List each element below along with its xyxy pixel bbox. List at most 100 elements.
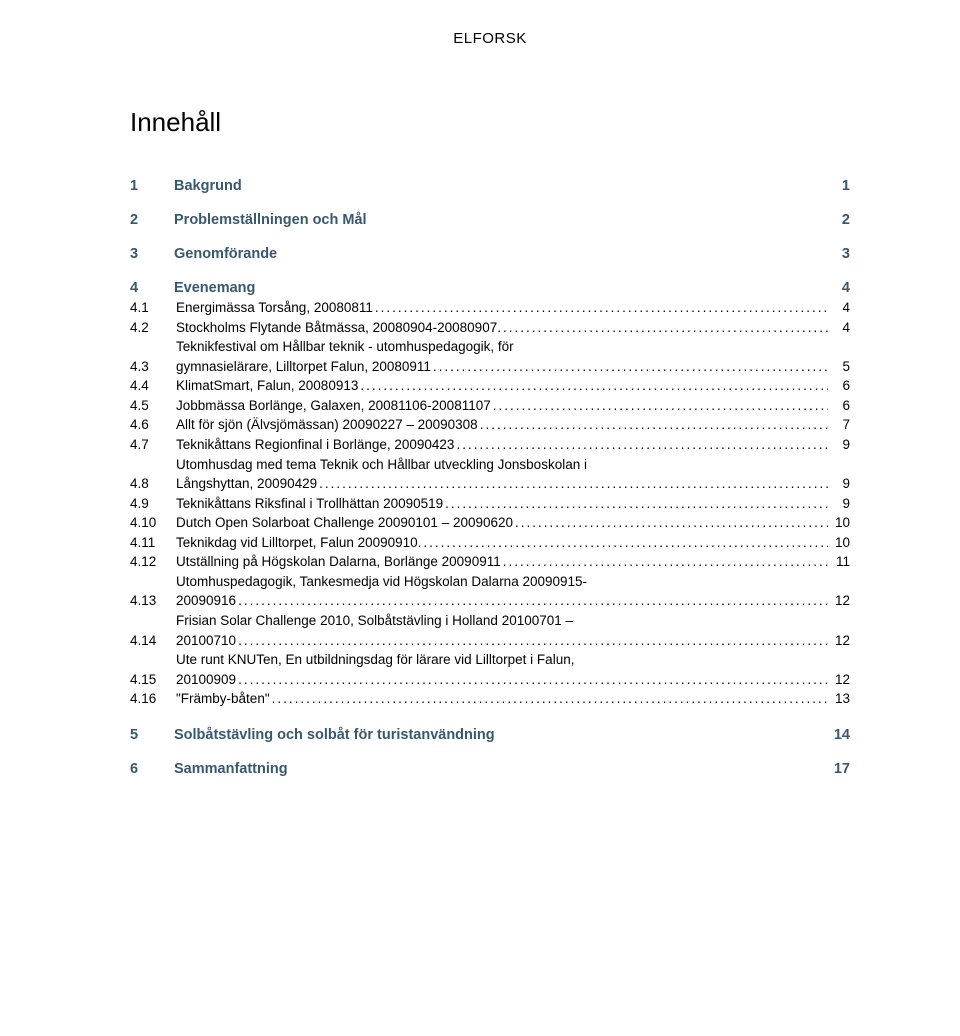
toc-subsection-title-wrap: Teknikfestival om Hållbar teknik - utomh…	[176, 337, 850, 376]
doc-title: Innehåll	[130, 107, 850, 138]
toc-section: 5 Solbåtstävling och solbåt för turistanv…	[130, 727, 850, 743]
toc-subsection-page: 7	[828, 415, 850, 435]
toc-subsection-number: 4.11	[130, 533, 176, 553]
toc-leader-dots: ........................................…	[491, 396, 828, 416]
toc-subsection-page: 6	[828, 396, 850, 416]
toc-subsection-title-line1: Utomhusdag med tema Teknik och Hållbar u…	[176, 455, 850, 475]
toc-subsection-title-wrap: Allt för sjön (Älvsjömässan) 20090227 – …	[176, 415, 850, 435]
toc-subsection-title-wrap: Stockholms Flytande Båtmässa, 20080904-2…	[176, 318, 850, 338]
toc-subsection-number: 4.5	[130, 396, 176, 416]
toc-subsection-page: 12	[828, 591, 850, 611]
toc-section-number: 2	[130, 212, 164, 228]
toc-subsection-number: 4.15	[130, 670, 176, 690]
toc-section-title: Evenemang	[174, 280, 826, 296]
toc-section-number: 4	[130, 280, 164, 296]
toc-subsection-title: Långshyttan, 20090429	[176, 474, 317, 494]
toc-subsection-title-lastline: Utställning på Högskolan Dalarna, Borlän…	[176, 552, 850, 572]
toc-subsection-page: 5	[828, 357, 850, 377]
toc-subsection-number: 4.13	[130, 591, 176, 611]
toc-subsection-number: 4.6	[130, 415, 176, 435]
toc-subsection: 4.8Utomhusdag med tema Teknik och Hållba…	[130, 455, 850, 494]
toc-subsection-title: "Främby-båten"	[176, 689, 270, 709]
toc-subsection-number: 4.2	[130, 318, 176, 338]
toc-subsection-title-lastline: 20090916................................…	[176, 591, 850, 611]
toc-subsection: 4.4KlimatSmart, Falun, 20080913.........…	[130, 376, 850, 396]
toc-section-title: Solbåtstävling och solbåt för turistanvä…	[174, 727, 826, 743]
toc-leader-dots: ........................................…	[443, 494, 828, 514]
doc-header: ELFORSK	[130, 30, 850, 47]
toc-subsection-title-wrap: Teknikåttans Riksfinal i Trollhättan 200…	[176, 494, 850, 514]
toc-subsection: 4.1Energimässa Torsång, 20080811........…	[130, 298, 850, 318]
toc-subsection-title-line1: Teknikfestival om Hållbar teknik - utomh…	[176, 337, 850, 357]
toc-subsection: 4.16"Främby-båten"......................…	[130, 689, 850, 709]
toc-section-page: 14	[826, 727, 850, 743]
toc-subsection-title-lastline: Stockholms Flytande Båtmässa, 20080904-2…	[176, 318, 850, 338]
toc-section: 2Problemställningen och Mål2	[130, 212, 850, 228]
toc-subsection-title-wrap: Teknikdag vid Lilltorpet, Falun 20090910…	[176, 533, 850, 553]
toc-subsection-title-wrap: Energimässa Torsång, 20080811...........…	[176, 298, 850, 318]
toc-subsection-title-wrap: Utomhusdag med tema Teknik och Hållbar u…	[176, 455, 850, 494]
toc-subsection-number: 4.9	[130, 494, 176, 514]
toc-subsection-title-lastline: Teknikåttans Regionfinal i Borlänge, 200…	[176, 435, 850, 455]
toc-subsection-page: 10	[828, 533, 850, 553]
toc-subsection-number: 4.14	[130, 631, 176, 651]
toc-subsection-title: Jobbmässa Borlänge, Galaxen, 20081106-20…	[176, 396, 491, 416]
toc-subsection-title-wrap: Jobbmässa Borlänge, Galaxen, 20081106-20…	[176, 396, 850, 416]
toc-subsection-title: Utställning på Högskolan Dalarna, Borlän…	[176, 552, 501, 572]
toc-subsection-title-line1: Frisian Solar Challenge 2010, Solbåtstäv…	[176, 611, 850, 631]
toc-subsection-number: 4.8	[130, 474, 176, 494]
toc-subsection-number: 4.3	[130, 357, 176, 377]
toc-subsection-page: 9	[828, 435, 850, 455]
toc-subsection: 4.13Utomhuspedagogik, Tankesmedja vid Hö…	[130, 572, 850, 611]
toc-subsection-title-wrap: Frisian Solar Challenge 2010, Solbåtstäv…	[176, 611, 850, 650]
toc-subsection-number: 4.12	[130, 552, 176, 572]
toc-subsection-number: 4.16	[130, 689, 176, 709]
toc-subsection-title-lastline: Jobbmässa Borlänge, Galaxen, 20081106-20…	[176, 396, 850, 416]
toc-subsection-page: 13	[828, 689, 850, 709]
toc-section: 4Evenemang4	[130, 280, 850, 296]
table-of-contents: 1Bakgrund12Problemställningen och Mål23G…	[130, 178, 850, 777]
toc-subsection: 4.5Jobbmässa Borlänge, Galaxen, 20081106…	[130, 396, 850, 416]
toc-section: 6Sammanfattning17	[130, 761, 850, 777]
toc-subsection-title-lastline: 20100710................................…	[176, 631, 850, 651]
toc-subsection: 4.12Utställning på Högskolan Dalarna, Bo…	[130, 552, 850, 572]
toc-subsection-number: 4.4	[130, 376, 176, 396]
toc-leader-dots: ........................................…	[270, 689, 828, 709]
toc-subsection: 4.9Teknikåttans Riksfinal i Trollhättan …	[130, 494, 850, 514]
toc-leader-dots: ........................................…	[236, 591, 828, 611]
toc-subsection-title: KlimatSmart, Falun, 20080913	[176, 376, 358, 396]
toc-subsection-title-lastline: Energimässa Torsång, 20080811...........…	[176, 298, 850, 318]
toc-subsection-title-lastline: Teknikdag vid Lilltorpet, Falun 20090910…	[176, 533, 850, 553]
toc-subsection-page: 12	[828, 670, 850, 690]
toc-subsection-title-wrap: Teknikåttans Regionfinal i Borlänge, 200…	[176, 435, 850, 455]
toc-subsection-title: Stockholms Flytande Båtmässa, 20080904-2…	[176, 318, 501, 338]
toc-section-page: 1	[826, 178, 850, 194]
toc-subsection-title-lastline: Teknikåttans Riksfinal i Trollhättan 200…	[176, 494, 850, 514]
toc-leader-dots: ........................................…	[454, 435, 828, 455]
toc-section-title: Bakgrund	[174, 178, 826, 194]
toc-subsection-title-wrap: "Främby-båten"..........................…	[176, 689, 850, 709]
toc-subsection-title-lastline: 20100909................................…	[176, 670, 850, 690]
toc-subsection-number: 4.10	[130, 513, 176, 533]
toc-section-page: 4	[826, 280, 850, 296]
toc-subsection: 4.3Teknikfestival om Hållbar teknik - ut…	[130, 337, 850, 376]
toc-subsection: 4.6Allt för sjön (Älvsjömässan) 20090227…	[130, 415, 850, 435]
toc-subsection-title-wrap: KlimatSmart, Falun, 20080913............…	[176, 376, 850, 396]
toc-subsection-title: Teknikåttans Regionfinal i Borlänge, 200…	[176, 435, 454, 455]
toc-leader-dots: ........................................…	[358, 376, 828, 396]
toc-leader-dots: ........................................…	[236, 631, 828, 651]
toc-section-title: Genomförande	[174, 246, 826, 262]
toc-subsection-title-lastline: "Främby-båten"..........................…	[176, 689, 850, 709]
toc-subsection-title-lastline: Dutch Open Solarboat Challenge 20090101 …	[176, 513, 850, 533]
toc-subsection-title: 20090916	[176, 591, 236, 611]
toc-subsection-page: 10	[828, 513, 850, 533]
toc-subsection-title-line1: Utomhuspedagogik, Tankesmedja vid Högsko…	[176, 572, 850, 592]
toc-subsection-title: Teknikåttans Riksfinal i Trollhättan 200…	[176, 494, 443, 514]
toc-section-number: 6	[130, 761, 164, 777]
toc-subsection-title-wrap: Dutch Open Solarboat Challenge 20090101 …	[176, 513, 850, 533]
toc-leader-dots: ........................................…	[431, 357, 828, 377]
toc-section-number: 5	[130, 727, 164, 743]
toc-subsection-page: 4	[828, 298, 850, 318]
toc-subsection-title-wrap: Ute runt KNUTen, En utbildningsdag för l…	[176, 650, 850, 689]
toc-subsection: 4.2Stockholms Flytande Båtmässa, 2008090…	[130, 318, 850, 338]
